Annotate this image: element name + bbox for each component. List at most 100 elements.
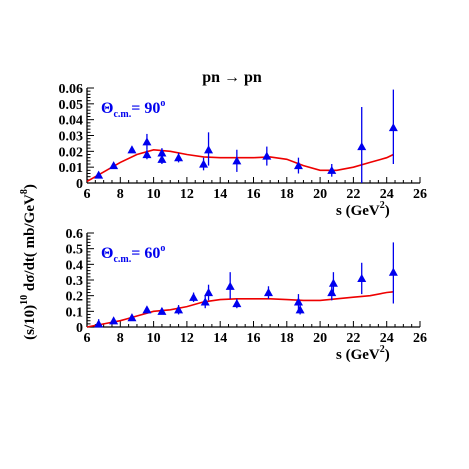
annotation-value: = 90: [131, 100, 160, 117]
data-point: [232, 299, 242, 308]
x-axis-label-symbol: s: [336, 347, 342, 363]
y-tick-label: 0.1: [66, 305, 84, 320]
data-point: [225, 281, 235, 290]
annotation-sub: c.m.: [113, 109, 131, 120]
panel-theta-90: 6 8 10 12 14 16 18 20 22 24 2600.010.020.030.040.0…: [59, 82, 428, 219]
x-tick-label: 18: [280, 331, 294, 346]
y-tick-label: 0.04: [59, 114, 84, 129]
data-point: [189, 292, 199, 301]
y-tick-label: 0.5: [66, 243, 84, 258]
x-tick-label: 12: [180, 331, 194, 346]
data-point: [327, 165, 337, 174]
data-point: [94, 170, 104, 179]
y-tick-label: 0.06: [59, 82, 84, 97]
annotation-sup: o: [160, 243, 165, 254]
x-tick-label: 22: [346, 331, 360, 346]
x-tick-label: 12: [180, 187, 194, 202]
data-point: [142, 150, 152, 159]
x-axis-label-unit: (GeV: [342, 347, 380, 363]
annotation-value: = 60: [131, 245, 160, 262]
y-axis-label-body-sup: 8: [19, 189, 30, 194]
x-axis-label-unit-close: ): [385, 347, 390, 363]
data-point: [328, 278, 338, 287]
data-point: [388, 123, 398, 132]
x-tick-label: 6: [84, 187, 91, 202]
x-tick-label: 14: [213, 187, 227, 202]
x-tick-label: 20: [313, 187, 327, 202]
model-curve: [86, 291, 394, 328]
data-point: [204, 288, 214, 297]
y-tick-label: 0.3: [66, 274, 84, 289]
model-curve: [86, 148, 394, 183]
x-tick-label: 14: [213, 331, 227, 346]
data-point: [127, 145, 137, 154]
x-tick-label: 18: [280, 187, 294, 202]
x-tick-label: 10: [147, 331, 161, 346]
data-point: [357, 273, 367, 283]
y-tick-label: 0.05: [59, 98, 84, 113]
data-point: [295, 305, 305, 314]
x-tick-label: 8: [117, 331, 124, 346]
x-axis-label: s (GeV2): [336, 344, 390, 363]
panel-annotation: Θc.m.= 90o: [101, 98, 165, 120]
x-tick-label: 24: [380, 331, 394, 346]
data-point: [142, 137, 152, 146]
data-point: [357, 142, 367, 151]
y-tick-label: 0.03: [59, 130, 84, 145]
y-axis-label-close: ): [22, 184, 38, 189]
annotation-sub: c.m.: [113, 254, 131, 265]
chart-title: pn → pn: [202, 69, 262, 86]
y-tick-label: 0: [76, 177, 83, 192]
x-axis-label: s (GeV2): [336, 200, 390, 219]
y-axis-label-body: dσ/dt( mb/GeV: [22, 194, 38, 295]
data-point: [157, 148, 167, 157]
data-point: [388, 267, 398, 276]
data-point: [263, 288, 273, 297]
annotation-theta: Θ: [101, 100, 113, 117]
data-point: [94, 319, 104, 328]
data-point: [232, 156, 242, 165]
data-point: [127, 313, 137, 322]
x-tick-label: 16: [247, 331, 261, 346]
data-point: [174, 153, 184, 162]
x-tick-label: 26: [413, 331, 427, 346]
y-axis-label-prefix: (s/10): [22, 305, 38, 340]
x-axis-label-unit-close: ): [385, 203, 390, 219]
x-tick-label: 16: [247, 187, 261, 202]
data-point: [293, 297, 303, 306]
x-tick-label: 24: [380, 187, 394, 202]
data-point: [157, 154, 167, 163]
x-axis-label-symbol: s: [336, 203, 342, 219]
data-point: [262, 151, 272, 160]
annotation-theta: Θ: [101, 245, 113, 262]
y-tick-label: 0.01: [59, 161, 84, 176]
data-point: [174, 305, 184, 314]
data-point: [199, 159, 209, 168]
y-axis-label: (s/10)10 dσ/dt( mb/GeV8): [19, 184, 38, 340]
x-tick-label: 6: [84, 331, 91, 346]
x-axis-label-unit: (GeV: [342, 203, 380, 219]
y-tick-label: 0.02: [59, 145, 84, 160]
data-point: [142, 305, 152, 314]
x-axis-label-unit-sup: 2: [380, 200, 385, 211]
panel-annotation: Θc.m.= 60o: [101, 243, 165, 265]
y-tick-label: 0.2: [66, 290, 84, 305]
data-point: [109, 316, 119, 325]
panel-theta-60: 6 8 10 12 14 16 18 20 22 24 26 00.10.20.30.40.50.6 s…: [66, 227, 428, 363]
annotation-sup: o: [160, 98, 165, 109]
x-axis-label-unit-sup: 2: [380, 344, 385, 355]
x-tick-label: 8: [117, 187, 124, 202]
data-point: [327, 288, 337, 297]
data-point: [293, 161, 303, 170]
x-tick-label: 20: [313, 331, 327, 346]
x-tick-label: 22: [346, 187, 360, 202]
x-tick-label: 10: [147, 187, 161, 202]
y-tick-label: 0.4: [66, 258, 84, 273]
data-point: [109, 161, 119, 170]
y-tick-label: 0: [76, 321, 83, 336]
data-point: [204, 145, 214, 154]
data-point: [200, 297, 210, 306]
data-point: [157, 306, 167, 315]
y-axis-label-prefix-sup: 10: [19, 295, 30, 305]
